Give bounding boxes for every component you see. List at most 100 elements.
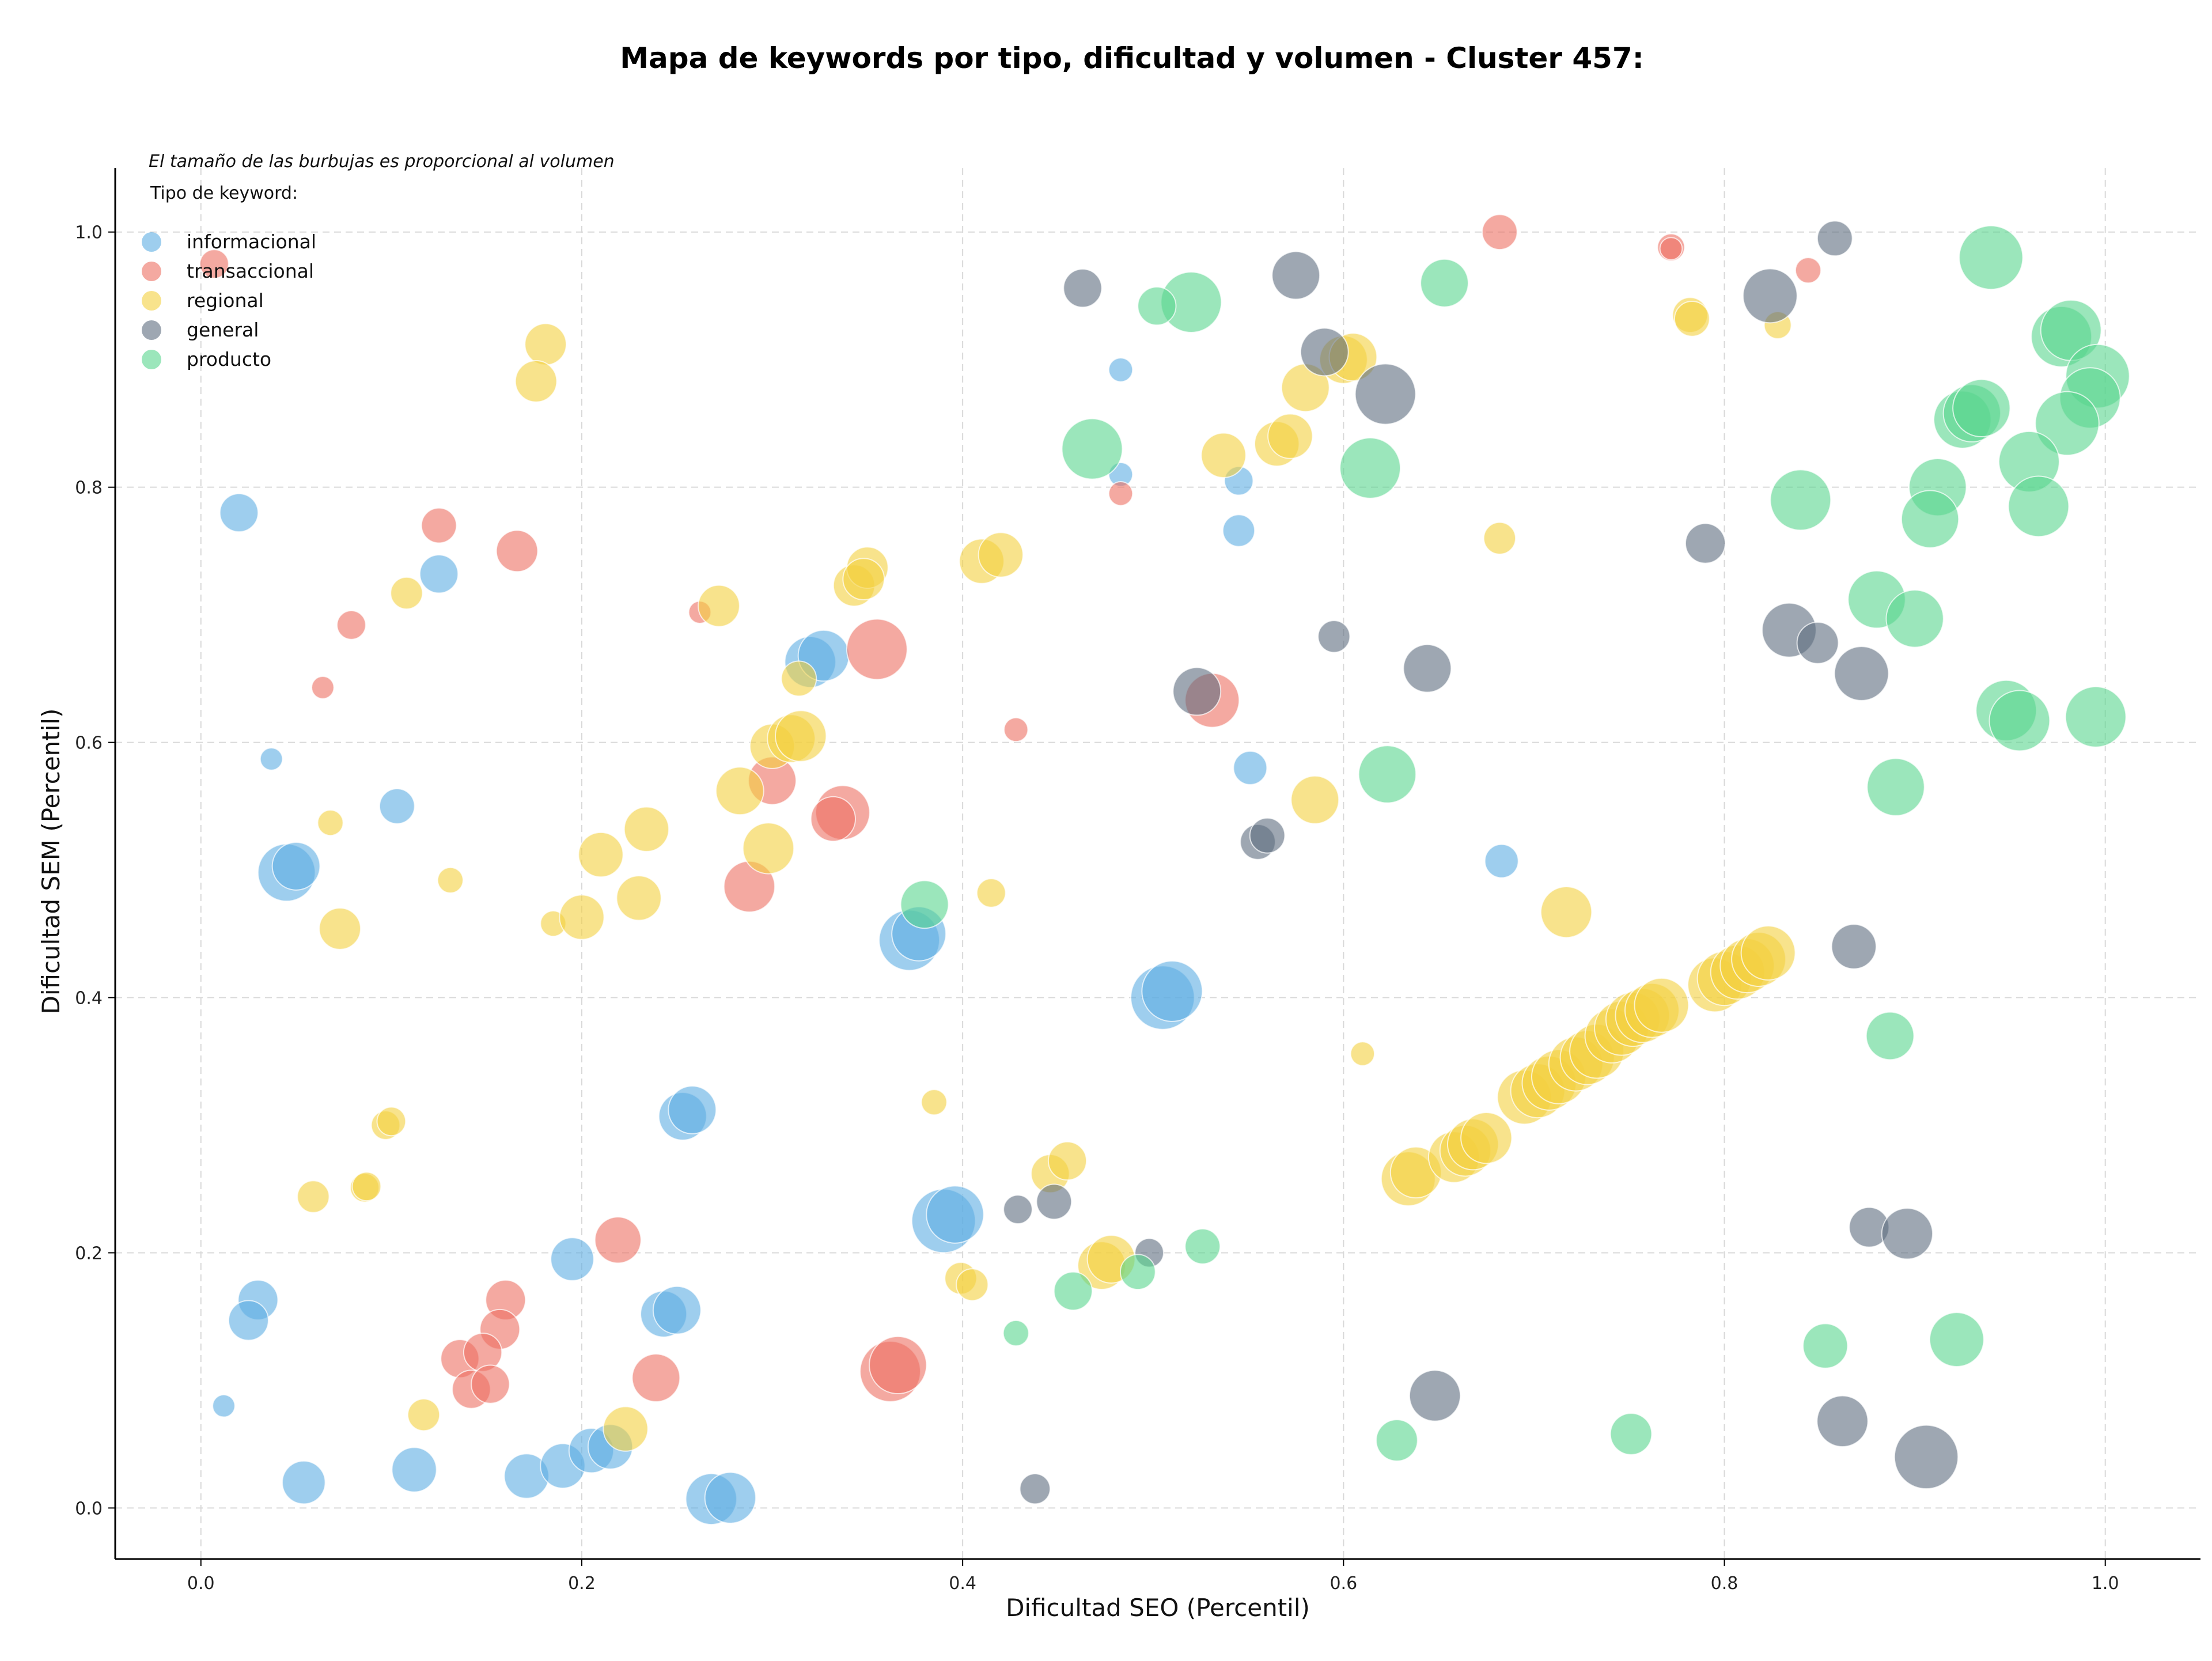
bubble-regional (956, 1268, 989, 1301)
bubble-transaccional (846, 618, 908, 680)
chart-title: Mapa de keywords por tipo, dificultad y … (620, 41, 1643, 75)
x-tick-label: 0.4 (949, 1573, 976, 1594)
series-general (1003, 220, 1959, 1505)
bubble-producto (2035, 391, 2100, 456)
ticks: 0.0 0.2 0.4 0.6 0.8 1.0 0.0 0.2 0.4 0.6 0.8 1.0 (75, 223, 2119, 1594)
bubble-producto (1865, 1011, 1915, 1061)
x-tick-label: 0.0 (187, 1573, 215, 1594)
bubble-producto (2065, 686, 2127, 748)
bubble-informacional (652, 1285, 702, 1335)
bubble-producto (1952, 379, 2011, 438)
bubble-general (1816, 1395, 1869, 1447)
bubble-transaccional (199, 249, 229, 279)
bubble-producto (1376, 1419, 1418, 1462)
bubble-informacional (926, 1185, 984, 1244)
bubble-transaccional (810, 796, 856, 842)
bubble-informacional (550, 1237, 594, 1281)
bubble-transaccional (631, 1353, 681, 1402)
bubble-general (1003, 1194, 1033, 1225)
bubble-regional (603, 1406, 649, 1452)
bubble-producto (1053, 1271, 1093, 1311)
bubble-regional (842, 558, 885, 601)
legend-label: transaccional (187, 260, 314, 282)
bubble-general (1354, 363, 1416, 425)
bubble-regional (1290, 775, 1340, 824)
bubble-regional (317, 809, 344, 837)
y-tick-label: 0.8 (75, 478, 103, 498)
legend-label: general (187, 319, 259, 341)
bubble-general (1796, 621, 1839, 664)
bubble-regional (921, 1089, 948, 1116)
legend-title: Tipo de keyword: (150, 183, 298, 203)
bubble-regional (774, 710, 827, 762)
bubble-producto (1002, 1319, 1029, 1347)
bubble-general (1831, 924, 1877, 970)
bubble-producto (1988, 690, 2051, 752)
bubble-general (1271, 251, 1321, 300)
bubble-regional (524, 323, 567, 366)
bubble-regional (578, 831, 624, 878)
bubble-transaccional (1108, 481, 1134, 506)
bubble-regional (319, 907, 361, 950)
bubble-regional (407, 1398, 441, 1432)
bubble-producto (1900, 490, 1960, 548)
bubble-general (1063, 268, 1103, 308)
bubble-transaccional (1659, 237, 1683, 260)
bubble-producto (1802, 1323, 1849, 1369)
legend-item-regional: regional (142, 289, 264, 312)
legend-item-transaccional: transaccional (142, 260, 314, 282)
legend-label: regional (187, 289, 264, 312)
series-regional (297, 297, 1796, 1452)
bubble-producto (1184, 1228, 1221, 1265)
bubbles-layer (199, 214, 2130, 1526)
bubble-informacional (704, 1471, 756, 1524)
bubble-regional (623, 806, 669, 852)
bubble-producto (900, 880, 949, 929)
bubble-producto (1959, 225, 2024, 290)
bubble-informacional (219, 493, 259, 533)
bubble-regional (698, 584, 740, 627)
bubble-regional (1634, 977, 1690, 1033)
bubble-regional (742, 822, 795, 875)
bubble-regional (1350, 1041, 1376, 1066)
legend-label: producto (187, 348, 271, 370)
legend-marker (142, 262, 161, 281)
bubble-informacional (1141, 960, 1203, 1022)
legend-marker (142, 291, 161, 311)
x-tick-label: 1.0 (2092, 1573, 2119, 1594)
bubble-general (1036, 1183, 1073, 1220)
bubble-transaccional (311, 676, 335, 699)
bubble-regional (1673, 300, 1710, 337)
bubble-regional (376, 1106, 407, 1137)
legend-item-general: general (142, 319, 259, 341)
legend-item-informacional: informacional (142, 230, 316, 253)
bubble-informacional (1108, 357, 1134, 383)
x-tick-label: 0.6 (1330, 1573, 1357, 1594)
bubble-transaccional (471, 1364, 510, 1404)
bubble-regional (781, 660, 817, 697)
bubble-regional (1047, 1141, 1088, 1181)
bubble-general (1249, 817, 1286, 854)
bubble-general (1019, 1473, 1051, 1505)
bubble-general (1834, 646, 1889, 701)
bubble-transaccional (421, 507, 457, 544)
bubble-size-note: El tamaño de las burbujas es proporciona… (149, 152, 615, 172)
bubble-informacional (1233, 750, 1268, 785)
bubble-general (1408, 1369, 1461, 1422)
bubble-general (1742, 268, 1798, 324)
bubble-general (1300, 327, 1349, 377)
bubble-producto (1770, 469, 1832, 531)
bubble-regional (1483, 521, 1517, 555)
bubble-producto (1609, 1413, 1653, 1455)
bubble-producto (1119, 1254, 1156, 1291)
x-tick-label: 0.2 (568, 1573, 596, 1594)
bubble-regional (351, 1171, 382, 1202)
bubble-informacional (378, 788, 415, 824)
bubble-general (1881, 1208, 1934, 1260)
bubble-regional (976, 878, 1006, 908)
bubble-regional (1740, 925, 1796, 981)
bubble-producto (1061, 418, 1123, 480)
bubble-regional (297, 1180, 330, 1213)
bubble-regional (1460, 1111, 1513, 1164)
bubble-transaccional (1794, 257, 1822, 284)
